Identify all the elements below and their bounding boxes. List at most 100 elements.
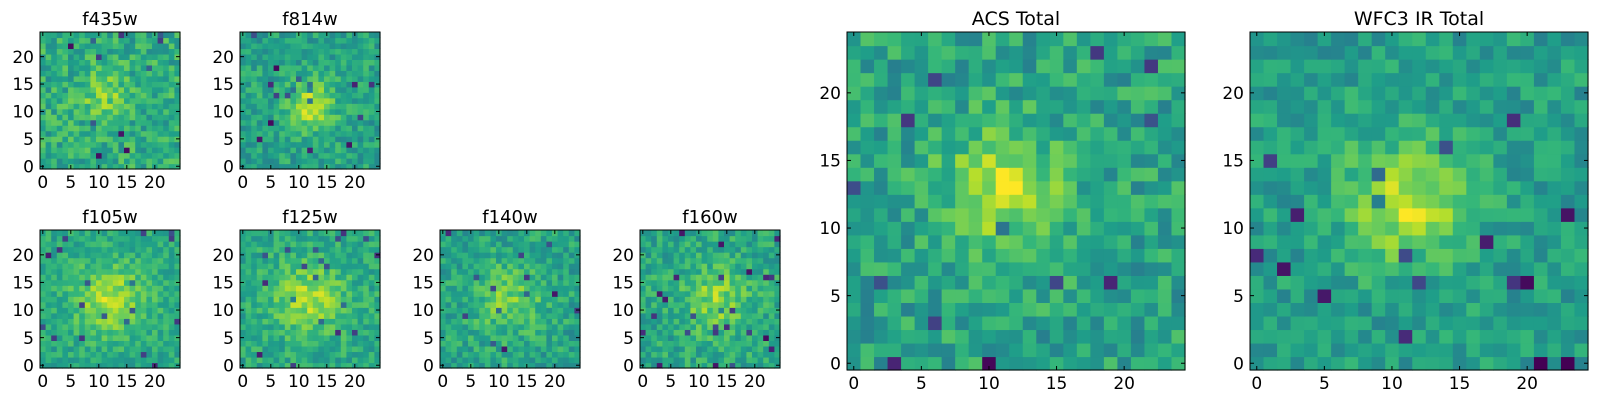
heatmap-cell — [524, 285, 531, 292]
heatmap-cell — [363, 241, 370, 248]
heatmap-cell — [90, 362, 97, 369]
heatmap-cell — [56, 59, 63, 66]
heatmap-cell — [451, 329, 458, 336]
heatmap-cell — [740, 235, 747, 242]
heatmap-cell — [847, 167, 862, 182]
heatmap-cell — [146, 274, 153, 281]
heatmap-cell — [73, 147, 80, 154]
heatmap-cell — [668, 340, 675, 347]
heatmap-cell — [301, 119, 308, 126]
heatmap-cell — [563, 329, 570, 336]
heatmap-cell — [1022, 234, 1037, 249]
heatmap-cell — [129, 86, 136, 93]
heatmap-cell — [1090, 99, 1105, 114]
heatmap-cell — [1090, 32, 1105, 47]
heatmap-cell — [914, 45, 929, 60]
heatmap-cell — [768, 263, 775, 270]
heatmap-cell — [324, 301, 331, 308]
heatmap-cell — [574, 323, 581, 330]
heatmap-cell — [363, 130, 370, 137]
heatmap-cell — [124, 263, 131, 270]
heatmap-cell — [146, 362, 153, 369]
heatmap-cell — [124, 285, 131, 292]
heatmap-cell — [774, 318, 781, 325]
heatmap-cell — [651, 356, 658, 364]
heatmap-cell — [1022, 153, 1037, 168]
heatmap-cell — [479, 312, 486, 319]
heatmap-cell — [679, 362, 686, 369]
heatmap-cell — [129, 125, 136, 132]
heatmap-cell — [645, 230, 652, 237]
heatmap-cell — [768, 285, 775, 292]
heatmap-cell — [307, 42, 314, 50]
heatmap-cell — [56, 152, 63, 159]
heatmap-cell — [928, 86, 943, 101]
heatmap-cell — [357, 318, 364, 325]
heatmap-cell — [501, 279, 508, 286]
axes-frame — [39, 31, 181, 170]
heatmap-cell — [51, 279, 58, 286]
heatmap-cell — [79, 130, 86, 137]
heatmap-cell — [445, 246, 452, 253]
heatmap-cell — [268, 334, 275, 341]
heatmap-cell — [279, 246, 286, 253]
heatmap-cell — [1304, 167, 1319, 182]
heatmap-cell — [68, 70, 75, 77]
heatmap-cell — [928, 302, 943, 317]
heatmap-cell — [324, 37, 331, 44]
heatmap-cell — [307, 81, 314, 88]
heatmap-cell — [724, 263, 731, 270]
heatmap-cell — [256, 59, 263, 66]
heatmap-cell — [240, 103, 247, 110]
heatmap-cell — [955, 207, 970, 222]
heatmap-cell — [301, 103, 308, 110]
heatmap-cell — [1144, 59, 1159, 74]
heatmap-cell — [135, 263, 142, 270]
heatmap-cell — [1290, 342, 1305, 358]
heatmap-cell — [324, 351, 331, 358]
heatmap-cell — [1063, 288, 1078, 303]
heatmap-cell — [268, 252, 275, 259]
heatmap-cell — [340, 158, 347, 165]
heatmap-cell — [56, 163, 63, 170]
heatmap-cell — [1171, 167, 1186, 182]
heatmap-cell — [140, 114, 147, 121]
heatmap-cell — [1371, 248, 1386, 263]
heatmap-cell — [468, 274, 475, 281]
heatmap-cell — [1103, 315, 1118, 331]
heatmap-cell — [496, 285, 503, 292]
heatmap-cell — [968, 45, 983, 60]
heatmap-cell — [296, 42, 303, 50]
heatmap-cell — [982, 207, 997, 222]
heatmap-cell — [307, 345, 314, 353]
heatmap-cell — [645, 301, 652, 308]
heatmap-cell — [440, 235, 447, 242]
heatmap-cell — [152, 92, 159, 99]
heatmap-cell — [62, 235, 69, 242]
heatmap-cell — [68, 351, 75, 358]
heatmap-cell — [118, 329, 125, 336]
heatmap-cell — [96, 152, 103, 159]
heatmap-cell — [1371, 288, 1386, 303]
heatmap-cell — [357, 158, 364, 165]
heatmap-cell — [479, 246, 486, 253]
heatmap-cell — [84, 86, 91, 93]
heatmap-cell — [73, 263, 80, 270]
heatmap-cell — [96, 59, 103, 66]
heatmap-cell — [129, 340, 136, 347]
heatmap-cell — [62, 119, 69, 126]
heatmap-cell — [163, 147, 170, 154]
heatmap-cell — [273, 130, 280, 137]
heatmap-cell — [860, 140, 875, 155]
heatmap-cell — [79, 136, 86, 143]
heatmap-cell — [1103, 302, 1118, 317]
heatmap-cell — [640, 257, 647, 264]
heatmap-cell — [324, 323, 331, 330]
heatmap-cell — [490, 312, 497, 319]
heatmap-cell — [101, 86, 108, 93]
heatmap-cell — [90, 329, 97, 336]
heatmap-cell — [312, 141, 319, 148]
heatmap-cell — [118, 75, 125, 82]
heatmap-cell — [774, 356, 781, 364]
heatmap-cell — [490, 290, 497, 297]
